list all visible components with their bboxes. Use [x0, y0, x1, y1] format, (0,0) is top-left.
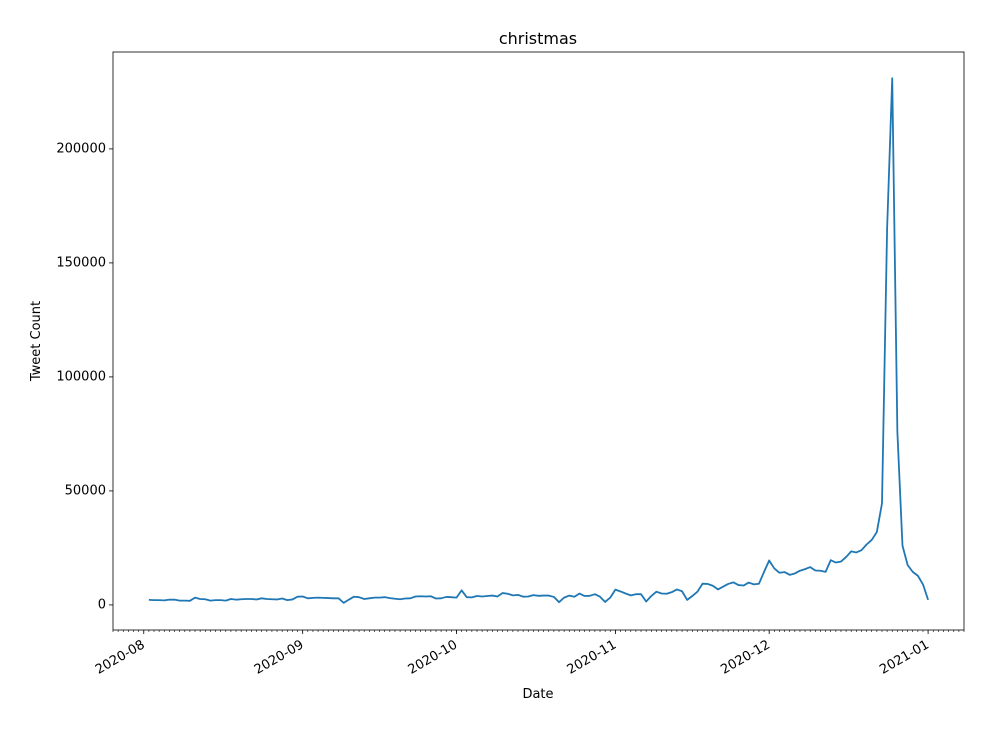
y-tick-label: 150000 [56, 255, 106, 270]
x-axis-label: Date [522, 687, 553, 702]
data-line [148, 77, 929, 604]
y-tick-label: 100000 [56, 369, 106, 384]
y-axis-label: Tweet Count [29, 301, 44, 382]
y-tick-label: 0 [98, 597, 106, 612]
chart-title: christmas [499, 29, 577, 48]
plot-frame [112, 51, 965, 631]
y-tick-label: 50000 [65, 483, 106, 498]
y-tick-label: 200000 [56, 141, 106, 156]
